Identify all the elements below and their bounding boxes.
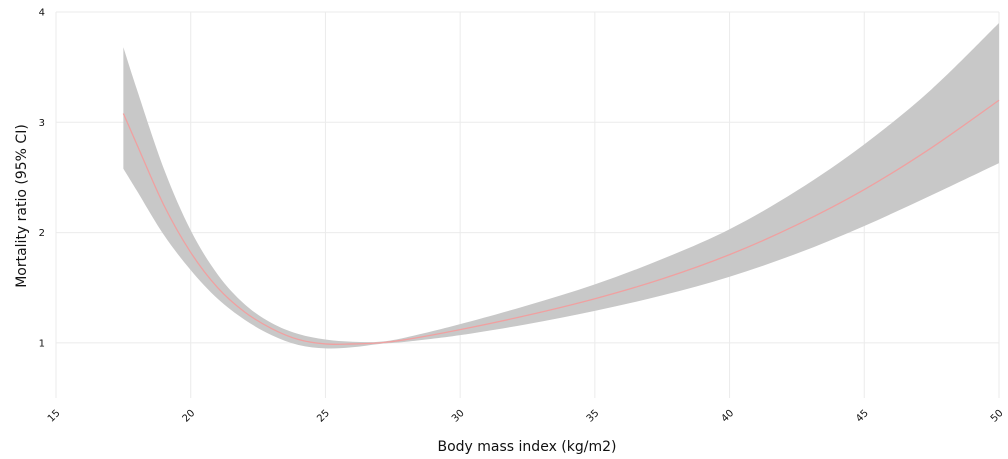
x-tick-label: 30	[450, 408, 467, 425]
x-tick-label: 35	[585, 408, 602, 425]
x-tick-label: 50	[989, 408, 1006, 425]
confidence-band	[123, 23, 1000, 349]
x-tick-label: 15	[46, 408, 63, 425]
x-tick-label: 40	[719, 408, 736, 425]
y-tick-label: 3	[39, 118, 45, 129]
y-axis-label: Mortality ratio (95% CI)	[14, 124, 30, 288]
y-tick-label: 1	[39, 338, 45, 349]
x-tick-label: 45	[854, 408, 871, 425]
y-tick-label: 2	[39, 228, 45, 239]
x-tick-label: 25	[315, 408, 332, 425]
y-tick-label: 4	[39, 8, 45, 19]
series-line	[122, 99, 1000, 345]
x-tick-label: 20	[181, 408, 198, 425]
x-axis-label: Body mass index (kg/m2)	[438, 439, 617, 455]
